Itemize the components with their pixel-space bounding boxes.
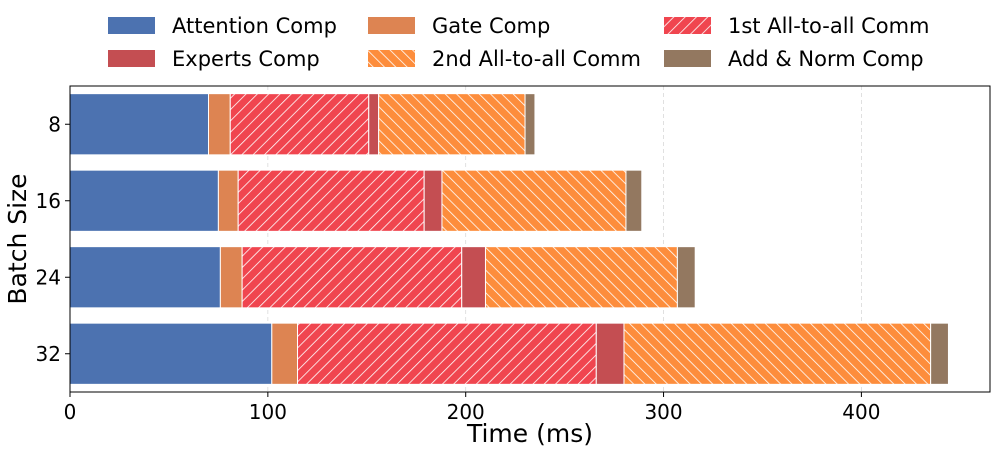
bar-segment: [441, 169, 627, 232]
legend-label: Attention Comp: [172, 14, 337, 38]
bar-segment: [69, 322, 273, 385]
legend-label: Experts Comp: [172, 47, 320, 71]
bars: [69, 93, 949, 385]
bar-segment: [297, 322, 597, 385]
bar-segment: [217, 169, 239, 232]
legend-label: Add & Norm Comp: [728, 47, 924, 71]
y-tick-label: 32: [36, 342, 61, 366]
x-tick-label: 100: [249, 400, 287, 424]
legend: Attention Comp Gate Comp 1st All-to-all Co…: [108, 14, 930, 71]
bar-segment: [229, 93, 370, 156]
y-axis-title: Batch Size: [3, 173, 32, 304]
y-tick-label: 24: [36, 265, 61, 289]
legend-swatch: [664, 50, 711, 67]
legend-label: 2nd All-to-all Comm: [432, 47, 641, 71]
bar-segment: [207, 93, 231, 156]
y-axis: 8 16 24 32: [36, 112, 70, 366]
bar-segment: [625, 169, 643, 232]
bar-segment: [595, 322, 625, 385]
plot-frame: [69, 85, 991, 393]
legend-swatch: [664, 17, 711, 34]
bar-segment: [241, 246, 463, 309]
bar-segment: [237, 169, 425, 232]
x-tick-label: 300: [644, 400, 682, 424]
x-axis: 0 100 200 300 400: [64, 392, 880, 424]
bar-segment: [676, 246, 696, 309]
bar-segment: [484, 246, 678, 309]
bar-segment: [623, 322, 932, 385]
legend-swatch: [108, 17, 155, 34]
x-axis-title: Time (ms): [466, 419, 593, 448]
x-tick-label: 0: [64, 400, 77, 424]
legend-label: 1st All-to-all Comm: [728, 14, 930, 38]
legend-swatch: [368, 50, 415, 67]
bar-segment: [423, 169, 443, 232]
bar-segment: [69, 246, 221, 309]
y-tick-label: 8: [48, 112, 61, 136]
bar-segment: [378, 93, 526, 156]
legend-swatch: [108, 50, 155, 67]
bar-segment: [219, 246, 243, 309]
bar-segment: [69, 93, 209, 156]
y-tick-label: 16: [36, 189, 61, 213]
bar-segment: [69, 169, 219, 232]
x-tick-label: 200: [447, 400, 485, 424]
legend-swatch: [368, 17, 415, 34]
bar-segment: [271, 322, 299, 385]
legend-label: Gate Comp: [432, 14, 550, 38]
bar-segment: [461, 246, 486, 309]
bar-segment: [930, 322, 949, 385]
bar-segment: [524, 93, 536, 156]
bar-segment: [368, 93, 380, 156]
x-tick-label: 400: [842, 400, 880, 424]
